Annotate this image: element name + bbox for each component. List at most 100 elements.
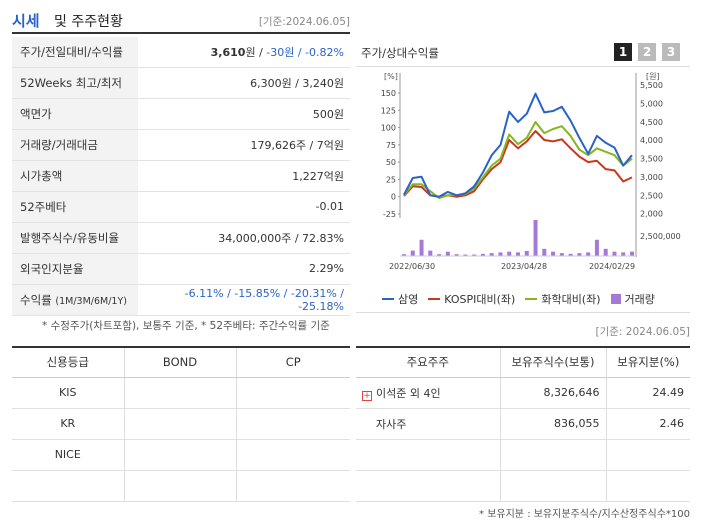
metric-label-text: 수익률 — [20, 292, 52, 307]
metric-label-text: 52Weeks 최고/최저 — [20, 76, 122, 91]
legend-label-samyoung: 삼영 — [398, 293, 419, 306]
metric-value-text: 1,227억원 — [292, 170, 344, 183]
chart-tab-3[interactable]: 3 — [662, 43, 680, 61]
sh-shares — [500, 470, 607, 502]
footnote-adjusted: * 수정주가(차트포함), 보통주 기준, * 52주베타: 주간수익률 기준 — [42, 320, 330, 332]
y-right-tick-label: 5,500 — [640, 81, 663, 90]
sh-pct: 2.46 — [606, 408, 690, 440]
y-right-tick-label: 3,000 — [640, 173, 663, 182]
volume-bar — [489, 253, 494, 256]
volume-bar — [533, 220, 538, 256]
credit-cp — [236, 408, 350, 440]
sh-name — [356, 470, 501, 502]
section-title-main: 시세 — [12, 12, 40, 30]
volume-bar — [454, 254, 459, 256]
metric-value-text: -0.01 — [315, 200, 344, 214]
volume-bar — [568, 253, 573, 256]
table-row: 52주베타 -0.01 — [12, 191, 350, 223]
credit-agency: NICE — [12, 439, 125, 471]
metric-value: 500원 — [138, 98, 350, 131]
volume-bar — [516, 252, 520, 256]
table-row: 자사주 836,055 2.46 — [356, 408, 690, 440]
sh-name[interactable]: + 이석준 외 4인 — [356, 377, 501, 409]
volume-bar — [630, 251, 634, 256]
metric-label-text: 52주베타 — [20, 199, 67, 214]
legend-kospi: KOSPI대비(좌) — [428, 291, 515, 307]
legend-label-volume: 거래량 — [624, 293, 655, 306]
metric-value-text: -6.11% / -15.85% / -20.31% / -25.18% — [184, 286, 344, 313]
y-left-tick-label: 150 — [381, 89, 396, 98]
metric-value-text: 2.29% — [309, 262, 344, 276]
volume-bar — [594, 239, 599, 256]
volume-bar — [419, 239, 424, 256]
section-header: 시세 및 주주현황 [기준:2024.06.05] — [12, 8, 350, 34]
volume-bar — [621, 252, 626, 256]
table-row: 외국인지분율 2.29% — [12, 253, 350, 285]
credit-header-cp: CP — [236, 347, 350, 378]
y-right-tick-label: 2,000 — [640, 210, 663, 219]
metric-label: 거래량/거래대금 — [12, 129, 138, 162]
metric-label-text: 거래량/거래대금 — [20, 138, 98, 153]
y-right-tick-label: 2,500 — [640, 191, 663, 200]
legend-label-chem: 화학대비(좌) — [541, 293, 601, 306]
x-tick-label: 2023/04/28 — [501, 262, 547, 271]
legend-swatch-volume — [610, 294, 621, 304]
chart-tab-2[interactable]: 2 — [638, 43, 656, 61]
metric-label-text: 외국인지분율 — [20, 261, 84, 276]
shareholder-base-date: [기준: 2024.06.05] — [595, 326, 690, 338]
sh-name: 자사주 — [356, 408, 501, 440]
sh-pct — [606, 470, 690, 502]
series-line-samyoung — [403, 92, 633, 198]
sh-shares — [500, 439, 607, 471]
metric-label: 52Weeks 최고/최저 — [12, 67, 138, 100]
y-left-tick-label: 25 — [386, 175, 396, 184]
volume-bar — [498, 252, 503, 256]
metric-value-text: 6,300원 / 3,240원 — [250, 77, 344, 91]
credit-header-bond: BOND — [124, 347, 237, 378]
volume-bar — [586, 252, 591, 256]
metric-label: 시가총액 — [12, 160, 138, 192]
chart-title: 주가/상대수익률 — [361, 46, 439, 60]
sh-header-pct: 보유지분(%) — [606, 347, 690, 378]
credit-agency: KR — [12, 408, 125, 440]
credit-agency — [12, 470, 125, 502]
metric-label-sub: (1M/3M/6M/1Y) — [55, 295, 127, 307]
volume-bar — [472, 254, 477, 256]
left-axis-unit: [%] — [384, 72, 398, 81]
y-right-tick-label: 4,000 — [640, 136, 663, 145]
metric-label-text: 액면가 — [20, 107, 52, 122]
volume-bar — [445, 251, 450, 256]
metric-value: 6,300원 / 3,240원 — [138, 67, 350, 100]
credit-bond — [124, 377, 237, 409]
metric-value: 3,610원 / -30원 / -0.82% — [138, 37, 350, 69]
volume-bar — [612, 251, 617, 256]
volume-bar — [577, 253, 582, 256]
metric-value-text: 179,626주 / 7억원 — [250, 139, 344, 153]
metric-value: -6.11% / -15.85% / -20.31% / -25.18% — [138, 284, 350, 316]
sh-shares: 8,326,646 — [500, 377, 607, 409]
chart-tab-1[interactable]: 1 — [614, 43, 632, 61]
x-tick-label: 2022/06/30 — [389, 262, 435, 271]
sh-header-holder: 주요주주 — [356, 347, 501, 378]
credit-cp — [236, 439, 350, 471]
sh-header-shares: 보유주식수(보통) — [500, 347, 607, 378]
metric-value-text: 500원 — [312, 108, 344, 122]
metric-value: 1,227억원 — [138, 160, 350, 192]
credit-agency: KIS — [12, 377, 125, 409]
expand-plus-icon[interactable]: + — [362, 390, 372, 401]
legend-swatch-kospi — [428, 298, 441, 300]
metric-value: 179,626주 / 7억원 — [138, 129, 350, 162]
y-right-tick-label: 5,000 — [640, 99, 663, 108]
legend-chem: 화학대비(좌) — [525, 291, 601, 307]
chart-header: 주가/상대수익률 1 2 3 — [356, 37, 690, 67]
y-left-tick-label: 125 — [381, 106, 396, 115]
metric-value: 34,000,000주 / 72.83% — [138, 222, 350, 254]
metric-label: 주가/전일대비/수익률 — [12, 37, 138, 69]
chart-svg: [%] [원] 150 125 100 75 50 25 0 -25 5,500 5,000 4,500… — [381, 72, 681, 271]
volume-bar — [603, 248, 608, 256]
metric-label-text: 발행주식수/유동비율 — [20, 230, 120, 245]
metric-label: 발행주식수/유동비율 — [12, 222, 138, 254]
volume-bar — [559, 253, 564, 256]
section-title-sub: 및 주주현황 — [54, 14, 123, 30]
market-info-table: 주가/전일대비/수익률 3,610원 / -30원 / -0.82% 52Weeks… — [12, 37, 350, 316]
